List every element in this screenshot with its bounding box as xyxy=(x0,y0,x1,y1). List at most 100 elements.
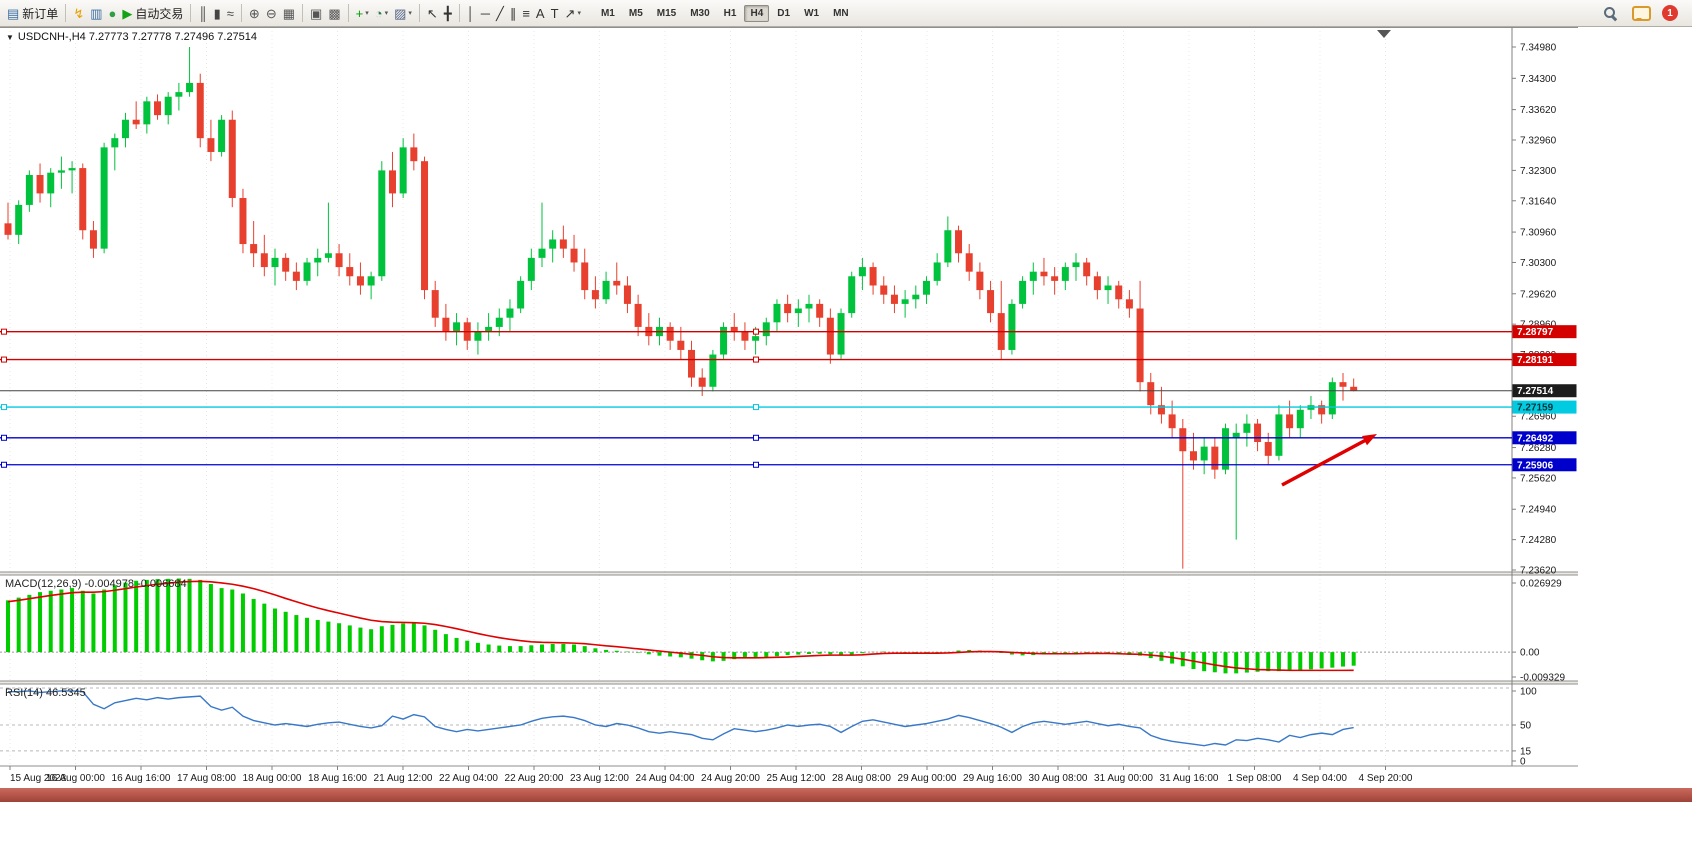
svg-text:23 Aug 12:00: 23 Aug 12:00 xyxy=(570,773,629,784)
timeframe-m1[interactable]: M1 xyxy=(600,7,615,19)
template-icon: ▨ xyxy=(394,5,407,21)
hline-7.25906[interactable]: 7.25906 xyxy=(0,458,1577,472)
status-strip xyxy=(0,788,1692,802)
macd-label: MACD(12,26,9) -0.004978 -0.006684 xyxy=(5,578,187,590)
new-order-icon: ▤ xyxy=(7,5,20,21)
templates-button[interactable]: ▨ ▾ xyxy=(391,2,415,24)
svg-text:-0.009329: -0.009329 xyxy=(1520,673,1565,684)
svg-text:16 Aug 16:00: 16 Aug 16:00 xyxy=(112,773,171,784)
toolbar-separator xyxy=(458,4,460,22)
globe-icon: ● xyxy=(108,5,117,21)
arrange-windows-button[interactable]: ▣ xyxy=(307,2,325,24)
search-icon xyxy=(1603,6,1618,21)
search-button[interactable] xyxy=(1600,2,1621,24)
timeframe-group: M1 M5 M15 M30 H1 H4 D1 W1 MN xyxy=(594,4,856,22)
price-badge xyxy=(1512,384,1577,398)
svg-text:7.30300: 7.30300 xyxy=(1520,258,1557,269)
chat-button[interactable] xyxy=(1629,2,1654,24)
macd-signal-line xyxy=(7,580,1354,672)
timeframe-h1[interactable]: H1 xyxy=(723,7,737,19)
dropdown-arrow-icon: ▾ xyxy=(365,10,369,17)
market-watch-button[interactable]: ▥ xyxy=(87,2,105,24)
svg-text:29 Aug 16:00: 29 Aug 16:00 xyxy=(963,773,1022,784)
chart-canvas[interactable]: 7.34980 7.34300 7.33620 7.32960 7.32300 7.316… xyxy=(0,27,1578,788)
autotrading-button[interactable]: ▶ 自动交易 xyxy=(119,2,186,24)
timeframe-mn[interactable]: MN xyxy=(833,7,849,19)
svg-text:18 Aug 00:00: 18 Aug 00:00 xyxy=(243,773,302,784)
arrows-button[interactable]: ↗ ▾ xyxy=(562,2,584,24)
panel-splitter[interactable] xyxy=(0,572,1578,575)
lightning-icon: ↯ xyxy=(73,5,85,21)
charts-button[interactable]: ↯ xyxy=(70,2,87,24)
svg-text:15: 15 xyxy=(1520,746,1532,757)
line-chart-button[interactable]: ≈ xyxy=(224,2,237,24)
svg-text:7.31640: 7.31640 xyxy=(1520,196,1557,207)
svg-text:31 Aug 16:00: 31 Aug 16:00 xyxy=(1160,773,1219,784)
periods-button[interactable]: ◔ ▾ xyxy=(372,2,391,24)
label-button[interactable]: T xyxy=(548,2,562,24)
svg-text:7.29620: 7.29620 xyxy=(1520,289,1557,300)
cursor-button[interactable]: ↖ xyxy=(424,2,441,24)
svg-text:0.026929: 0.026929 xyxy=(1520,579,1562,590)
zoom-out-button[interactable]: ⊖ xyxy=(263,2,280,24)
notification-badge[interactable]: 1 xyxy=(1662,5,1678,21)
timeframe-m30[interactable]: M30 xyxy=(690,7,710,19)
toolbar-separator xyxy=(347,4,349,22)
new-order-button[interactable]: ▤ 新订单 xyxy=(4,2,61,24)
toolbar: ▤ 新订单 ↯ ▥ ● ▶ 自动交易 ║ ▮ ≈ ⊕ ⊖ ▦ ▣ ▩ + ▾ ◔ ▾ ▨ ▾ ↖ ╋ │ ─ ╱ ∥ ≡ A T ↗ ▾ M1… xyxy=(0,0,1692,27)
svg-text:22 Aug 20:00: 22 Aug 20:00 xyxy=(505,773,564,784)
svg-text:24 Aug 04:00: 24 Aug 04:00 xyxy=(636,773,695,784)
fibonacci-button[interactable]: ≡ xyxy=(519,2,533,24)
svg-text:7.32960: 7.32960 xyxy=(1520,136,1557,147)
community-button[interactable]: ● xyxy=(106,2,120,24)
trendline-icon: ╱ xyxy=(495,5,504,21)
svg-text:18 Aug 16:00: 18 Aug 16:00 xyxy=(308,773,367,784)
text-button[interactable]: A xyxy=(533,2,548,24)
zoom-in-icon: ⊕ xyxy=(248,5,260,21)
svg-text:7.28960: 7.28960 xyxy=(1520,320,1557,331)
svg-text:7.25906: 7.25906 xyxy=(1517,460,1554,471)
arrows-icon: ↗ xyxy=(564,5,576,21)
svg-text:7.27159: 7.27159 xyxy=(1517,403,1554,414)
tile-windows-button[interactable]: ▦ xyxy=(280,2,298,24)
autotrading-button-label: 自动交易 xyxy=(135,6,184,21)
toolbar-separator xyxy=(302,4,304,22)
candlestick-chart-button[interactable]: ▮ xyxy=(211,2,224,24)
indicators-button[interactable]: + ▾ xyxy=(353,2,372,24)
trend-arrow[interactable] xyxy=(1281,434,1377,487)
svg-text:50: 50 xyxy=(1520,721,1532,732)
dropdown-arrow-icon: ▾ xyxy=(408,10,412,17)
hline-7.26492[interactable]: 7.26492 xyxy=(0,431,1577,445)
svg-text:17 Aug 08:00: 17 Aug 08:00 xyxy=(177,773,236,784)
timeframe-w1[interactable]: W1 xyxy=(804,7,820,19)
timeframe-d1[interactable]: D1 xyxy=(777,7,791,19)
hline-7.28191[interactable]: 7.28191 xyxy=(0,353,1577,367)
svg-text:30 Aug 08:00: 30 Aug 08:00 xyxy=(1029,773,1088,784)
hline-7.28797[interactable]: 7.28797 xyxy=(0,325,1577,339)
trendline-button[interactable]: ╱ xyxy=(493,2,507,24)
svg-text:1 Sep 08:00: 1 Sep 08:00 xyxy=(1228,773,1282,784)
panel-splitter[interactable] xyxy=(0,681,1578,684)
rsi-line xyxy=(8,690,1354,747)
vertical-line-button[interactable]: │ xyxy=(464,2,478,24)
svg-text:7.26280: 7.26280 xyxy=(1520,443,1557,454)
timeframe-m5[interactable]: M5 xyxy=(628,7,643,19)
svg-text:7.27514: 7.27514 xyxy=(1517,386,1554,397)
crosshair-button[interactable]: ╋ xyxy=(441,2,455,24)
timeframe-m15[interactable]: M15 xyxy=(656,7,677,19)
zoom-in-button[interactable]: ⊕ xyxy=(246,2,263,24)
channel-button[interactable]: ∥ xyxy=(507,2,520,24)
fibonacci-icon: ≡ xyxy=(522,5,530,21)
bar-chart-button[interactable]: ║ xyxy=(195,2,210,24)
price-badge xyxy=(1512,325,1577,339)
svg-text:7.28191: 7.28191 xyxy=(1517,355,1554,366)
timeframe-h4[interactable]: H4 xyxy=(744,4,770,22)
cascade-windows-button[interactable]: ▩ xyxy=(325,2,343,24)
rsi-label: RSI(14) 46.5345 xyxy=(5,687,86,699)
svg-text:7.25620: 7.25620 xyxy=(1520,473,1557,484)
chart-menu-icon[interactable]: ▼ xyxy=(6,32,14,42)
svg-text:7.26492: 7.26492 xyxy=(1517,433,1554,444)
horizontal-line-button[interactable]: ─ xyxy=(478,2,493,24)
hline-7.27159[interactable]: 7.27159 xyxy=(0,400,1577,414)
